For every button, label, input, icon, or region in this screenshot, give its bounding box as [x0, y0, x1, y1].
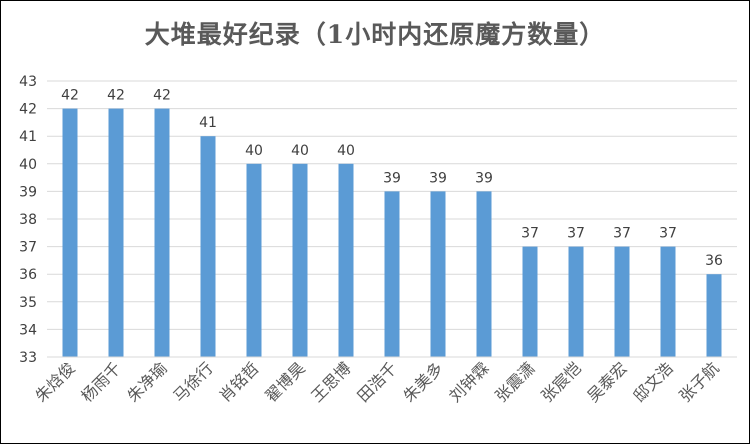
- bar: [522, 246, 538, 357]
- x-tick-label: 朱焓俊: [31, 358, 78, 405]
- x-tick-label: 张震潇: [491, 358, 538, 405]
- x-tick-label: 马徐行: [169, 358, 216, 405]
- x-tick-label: 王思博: [307, 358, 354, 405]
- y-tick-label: 33: [19, 350, 37, 366]
- y-tick-label: 39: [19, 184, 37, 200]
- bar: [660, 246, 676, 357]
- bar: [108, 108, 124, 357]
- y-tick-label: 34: [19, 322, 37, 338]
- bar: [384, 191, 400, 357]
- data-label: 36: [705, 253, 723, 269]
- bar: [62, 108, 78, 357]
- x-tick-label: 肖铭哲: [215, 358, 262, 405]
- x-tick-label: 张子航: [675, 358, 722, 405]
- y-tick-label: 42: [19, 102, 37, 118]
- y-tick-label: 40: [19, 157, 37, 173]
- x-tick-label: 张宸恺: [537, 358, 584, 405]
- x-tick-label: 朱净瑜: [123, 358, 170, 405]
- y-tick-label: 37: [19, 240, 37, 256]
- y-tick-label: 43: [19, 74, 37, 90]
- y-tick-label: 38: [19, 212, 37, 228]
- data-label: 42: [153, 88, 171, 104]
- x-tick-label: 杨雨千: [77, 358, 124, 405]
- y-tick-label: 41: [19, 129, 37, 145]
- data-label: 37: [567, 226, 585, 242]
- y-tick-label: 36: [19, 267, 37, 283]
- bar: [154, 108, 170, 357]
- bar: [476, 191, 492, 357]
- chart-title: 大堆最好纪录（1小时内还原魔方数量）: [144, 20, 606, 49]
- bar: [614, 246, 630, 357]
- x-tick-label: 邸文浩: [629, 358, 676, 405]
- data-label: 42: [107, 88, 125, 104]
- bar: [338, 163, 354, 357]
- data-label: 39: [475, 170, 493, 186]
- bar: [430, 191, 446, 357]
- bar: [246, 163, 262, 357]
- data-label: 40: [337, 143, 355, 159]
- bar: [292, 163, 308, 357]
- data-label: 42: [61, 88, 79, 104]
- data-label: 39: [429, 170, 447, 186]
- y-tick-label: 35: [19, 295, 37, 311]
- bar: [200, 136, 216, 357]
- x-tick-label: 田浩千: [353, 358, 400, 405]
- bar: [706, 274, 722, 357]
- data-label: 37: [613, 226, 631, 242]
- x-tick-label: 翟博昊: [261, 358, 308, 405]
- data-label: 40: [245, 143, 263, 159]
- data-label: 37: [659, 226, 677, 242]
- data-label: 39: [383, 170, 401, 186]
- data-label: 40: [291, 143, 309, 159]
- data-label: 37: [521, 226, 539, 242]
- bar: [568, 246, 584, 357]
- data-label: 41: [199, 115, 217, 131]
- x-tick-label: 吴泰宏: [583, 358, 630, 405]
- x-tick-label: 刘钟霖: [445, 358, 492, 405]
- x-tick-label: 朱美多: [399, 358, 446, 405]
